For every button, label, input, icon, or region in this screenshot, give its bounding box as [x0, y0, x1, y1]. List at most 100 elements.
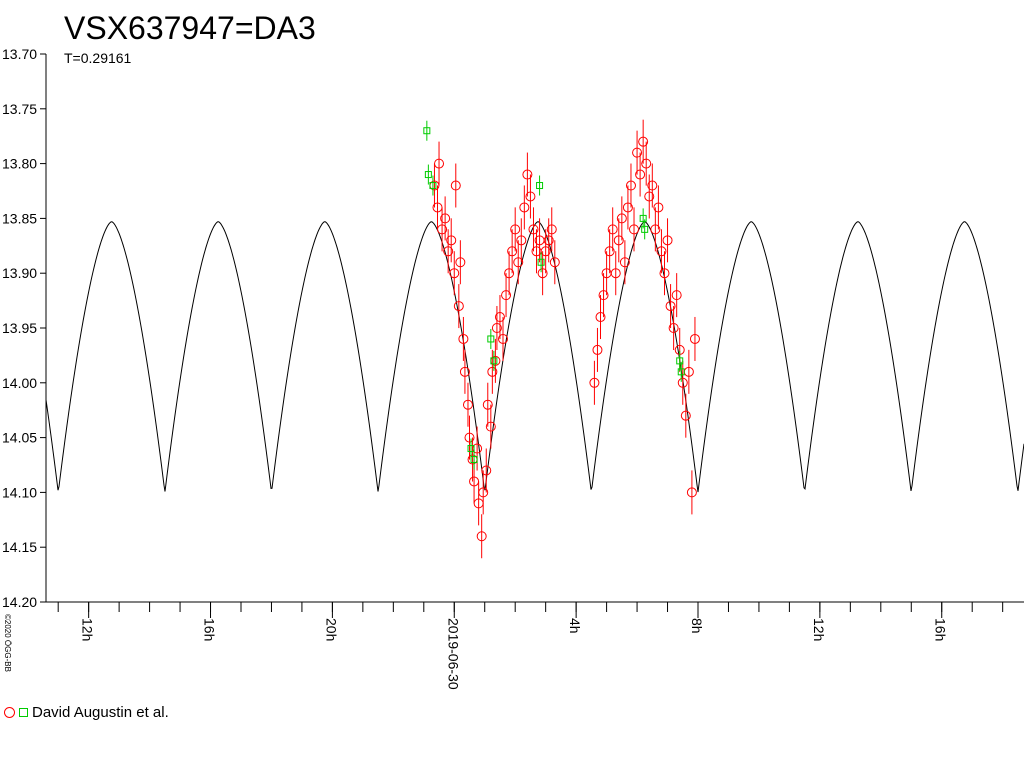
- data-point-square: [490, 357, 498, 365]
- x-tick-label: 2019-06-30: [445, 618, 461, 690]
- data-point-circle: [546, 224, 557, 235]
- data-point-circle: [665, 301, 676, 312]
- legend-label: David Augustin et al.: [32, 704, 169, 721]
- data-point-circle: [501, 290, 512, 301]
- x-tick-label: 16h: [933, 618, 949, 641]
- x-tick-label: 12h: [811, 618, 827, 641]
- x-tick-label: 20h: [323, 618, 339, 641]
- data-point-circle: [680, 410, 691, 421]
- data-point-circle: [516, 235, 527, 246]
- copyright-note: ©2020 ÖGG-BB: [3, 614, 12, 672]
- data-point-square: [677, 368, 685, 376]
- data-point-circle: [504, 268, 515, 279]
- y-tick-label: 14.05: [2, 430, 37, 446]
- data-point-circle: [491, 323, 502, 333]
- y-tick-label: 14.00: [2, 375, 37, 391]
- data-point-circle: [443, 246, 454, 257]
- data-point-circle: [453, 301, 464, 312]
- data-point-circle: [613, 235, 624, 246]
- data-point-circle: [446, 235, 457, 246]
- data-point-circle: [455, 257, 466, 268]
- data-point-circle: [622, 202, 633, 213]
- data-point-circle: [510, 224, 521, 235]
- y-tick-label: 14.20: [2, 594, 37, 610]
- period-label: T=0.29161: [64, 50, 132, 66]
- data-point-circle: [464, 432, 475, 443]
- data-point-circle: [476, 531, 487, 542]
- data-point-circle: [589, 377, 600, 388]
- model-curve: [45, 221, 1024, 493]
- y-tick-label: 13.70: [2, 46, 37, 62]
- data-point-square: [467, 445, 475, 453]
- model-curve-line: [45, 221, 1024, 493]
- x-tick-label: 16h: [202, 618, 218, 641]
- data-points: [423, 119, 700, 559]
- legend-square-marker: [19, 708, 28, 717]
- data-point-circle: [604, 246, 615, 257]
- data-point-circle: [440, 213, 451, 224]
- data-point-circle: [641, 158, 652, 169]
- data-point-circle: [449, 268, 460, 279]
- data-point-circle: [487, 366, 498, 377]
- data-point-circle: [519, 202, 530, 213]
- data-point-circle: [616, 213, 627, 224]
- x-tick-label: 4h: [567, 618, 583, 634]
- data-point-circle: [635, 169, 646, 180]
- data-point-circle: [472, 443, 483, 454]
- data-point-circle: [458, 333, 469, 344]
- data-point-circle: [525, 191, 536, 202]
- legend-circle-marker: [4, 707, 15, 718]
- data-point-circle: [656, 246, 667, 257]
- y-tick-label: 13.75: [2, 101, 37, 117]
- data-point-circle: [662, 235, 673, 246]
- data-point-circle: [632, 147, 643, 158]
- data-point-circle: [647, 180, 658, 191]
- x-tick-label: 12h: [80, 618, 96, 641]
- data-point-square: [423, 127, 431, 135]
- data-point-circle: [653, 202, 664, 213]
- data-point-square: [639, 214, 647, 222]
- data-point-circle: [610, 268, 621, 279]
- data-point-square: [537, 258, 545, 266]
- data-point-square: [676, 357, 684, 365]
- data-point-circle: [549, 257, 560, 268]
- data-point-circle: [482, 399, 493, 410]
- data-point-square: [424, 171, 432, 179]
- chart-title: VSX637947=DA3: [64, 10, 316, 46]
- data-point-square: [429, 182, 437, 190]
- y-tick-label: 13.90: [2, 265, 37, 281]
- data-point-circle: [543, 235, 554, 246]
- data-point-circle: [671, 290, 682, 301]
- data-point-circle: [450, 180, 461, 191]
- data-point-circle: [598, 290, 609, 301]
- data-point-circle: [592, 344, 603, 355]
- data-point-square: [487, 335, 495, 343]
- data-point-circle: [619, 257, 630, 268]
- data-point-circle: [629, 224, 640, 235]
- data-point-circle: [513, 257, 524, 268]
- data-point-circle: [537, 268, 548, 279]
- data-point-circle: [498, 333, 509, 344]
- data-point-circle: [459, 366, 470, 377]
- data-point-circle: [507, 246, 518, 257]
- data-point-circle: [638, 136, 649, 147]
- data-point-circle: [650, 224, 661, 235]
- data-point-circle: [540, 246, 551, 257]
- data-point-circle: [478, 487, 489, 498]
- data-point-circle: [485, 421, 496, 432]
- y-tick-label: 14.15: [2, 539, 37, 555]
- data-point-circle: [677, 377, 688, 388]
- data-point-circle: [659, 268, 670, 279]
- data-point-circle: [481, 465, 492, 476]
- data-point-circle: [437, 224, 448, 235]
- data-point-circle: [686, 487, 697, 498]
- data-point-circle: [668, 323, 679, 333]
- y-tick-label: 13.95: [2, 320, 37, 336]
- data-point-square: [536, 182, 544, 190]
- data-point-square: [470, 456, 478, 464]
- data-point-circle: [434, 158, 445, 169]
- data-point-circle: [607, 224, 618, 235]
- y-tick-label: 13.80: [2, 156, 37, 172]
- data-point-circle: [462, 399, 473, 410]
